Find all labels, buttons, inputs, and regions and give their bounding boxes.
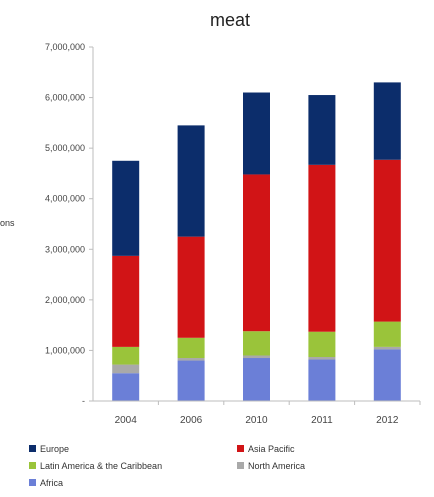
legend: Europe Asia Pacific Latin America & the Ca… <box>29 444 305 488</box>
legend-swatch <box>29 479 36 486</box>
bar-segment <box>177 337 205 359</box>
bar-segment <box>243 174 270 332</box>
y-tick-label: 1,000,000 <box>45 345 85 355</box>
bar-segment <box>373 82 401 160</box>
x-tick-label: 2012 <box>376 415 399 426</box>
y-axis: - 1,000,000 2,000,000 3,000,000 4,000,000 5,0… <box>45 42 94 406</box>
legend-label: North America <box>248 461 305 471</box>
bar-segment <box>112 364 140 374</box>
bar-series-group <box>112 82 401 401</box>
y-tick-label: 3,000,000 <box>45 244 85 254</box>
bar-segment <box>177 236 205 338</box>
x-tick-label: 2006 <box>180 415 203 426</box>
legend-label: Asia Pacific <box>248 444 295 454</box>
bar-segment <box>243 358 270 401</box>
x-tick-label: 2004 <box>115 415 138 426</box>
bar-segment <box>177 360 205 401</box>
bar-segment <box>308 359 336 401</box>
bar-segment <box>243 355 270 359</box>
legend-swatch <box>29 445 36 452</box>
bar-segment <box>373 321 401 347</box>
bar-segment <box>308 357 336 360</box>
y-axis-label: ons <box>0 218 15 228</box>
chart-title: meat <box>210 10 250 30</box>
bar-segment <box>373 346 401 350</box>
bar-segment <box>308 95 336 165</box>
x-tick-label: 2010 <box>245 415 268 426</box>
bar-segment <box>112 346 140 365</box>
y-tick-label: - <box>82 396 85 406</box>
bar-segment <box>243 92 270 175</box>
y-tick-label: 5,000,000 <box>45 143 85 153</box>
x-axis: 2004 2006 2010 2011 2012 <box>93 400 421 426</box>
bar-segment <box>243 331 270 356</box>
legend-label: Latin America & the Caribbean <box>40 461 162 471</box>
x-tick-label: 2011 <box>311 415 333 426</box>
bar-segment <box>373 349 401 401</box>
bar-segment <box>177 125 205 237</box>
y-tick-label: 7,000,000 <box>45 42 85 52</box>
y-tick-label: 4,000,000 <box>45 194 85 204</box>
legend-swatch <box>237 462 244 469</box>
bar-segment <box>112 373 140 401</box>
legend-swatch <box>237 445 244 452</box>
y-tick-label: 6,000,000 <box>45 93 85 103</box>
bar-segment <box>112 160 140 256</box>
legend-label: Europe <box>40 444 69 454</box>
legend-swatch <box>29 462 36 469</box>
bar-segment <box>308 164 336 332</box>
bar-segment <box>308 331 336 358</box>
bar-segment <box>177 358 205 361</box>
legend-label: Africa <box>40 478 63 488</box>
y-tick-label: 2,000,000 <box>45 295 85 305</box>
bar-segment <box>112 255 140 347</box>
bar-segment <box>373 159 401 322</box>
